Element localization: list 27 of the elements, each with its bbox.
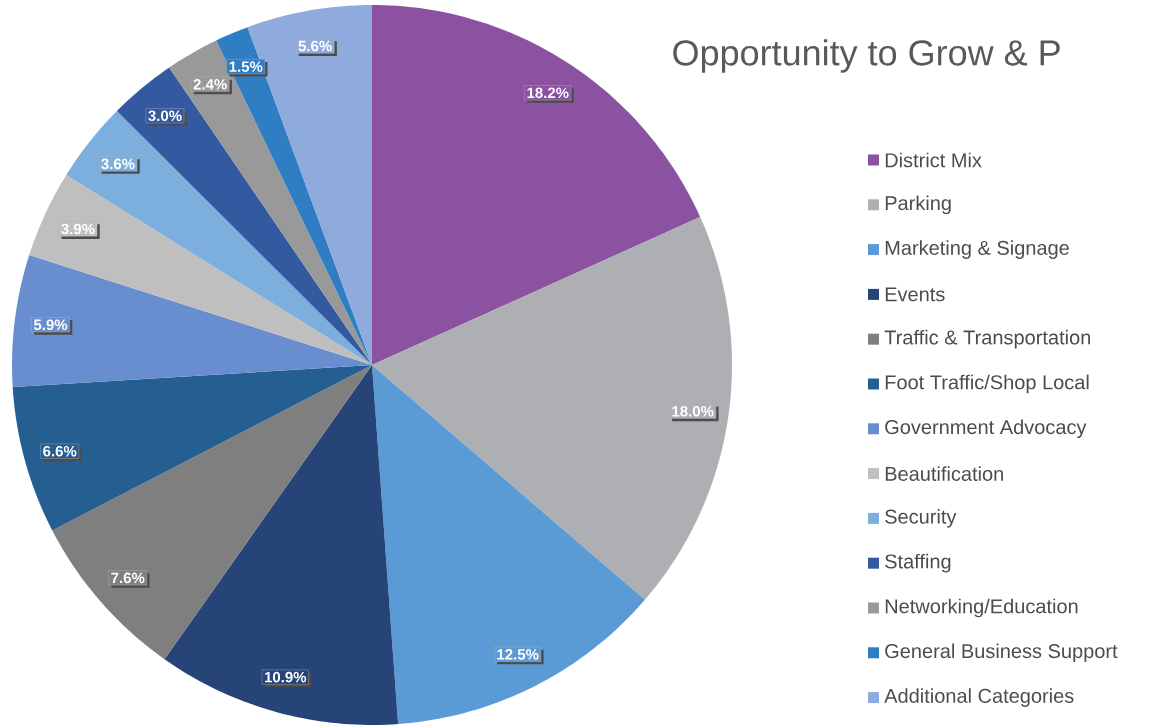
legend-label: Security (885, 509, 957, 528)
data-label: 10.9% (264, 671, 307, 683)
legend-label: Networking/Education (885, 598, 1078, 618)
data-label: 3.6% (101, 158, 135, 170)
data-label: 2.4% (193, 79, 227, 90)
data-label: 3.9% (61, 223, 95, 235)
legend-label: Additional Categories (884, 688, 1074, 707)
legend-label: Marketing & Signage (885, 240, 1069, 259)
data-label: 5.6% (298, 40, 332, 52)
data-label: 18.0% (672, 405, 714, 417)
data-label: 18.2% (527, 87, 569, 99)
legend-label: Traffic & Transportation (884, 329, 1091, 349)
data-label: 3.0% (148, 110, 182, 122)
legend-label: Staffing (885, 553, 951, 573)
data-label: 6.6% (43, 445, 77, 457)
data-label: 1.5% (229, 61, 263, 72)
data-label: 7.6% (111, 572, 145, 584)
legend-label: Foot Traffic/Shop Local (885, 374, 1089, 394)
legend-label: Parking (885, 195, 951, 215)
legend-label: General Business Support (885, 643, 1118, 663)
legend-label: Beautification (885, 466, 1003, 481)
legend-label: District Mix (885, 152, 982, 168)
legend-label: Government Advocacy (885, 419, 1087, 439)
data-label: 5.9% (33, 319, 68, 331)
legend-label: Events (885, 287, 945, 302)
data-label: 12.5% (497, 649, 539, 660)
text: Opportunity to Grow & P (673, 39, 1060, 73)
